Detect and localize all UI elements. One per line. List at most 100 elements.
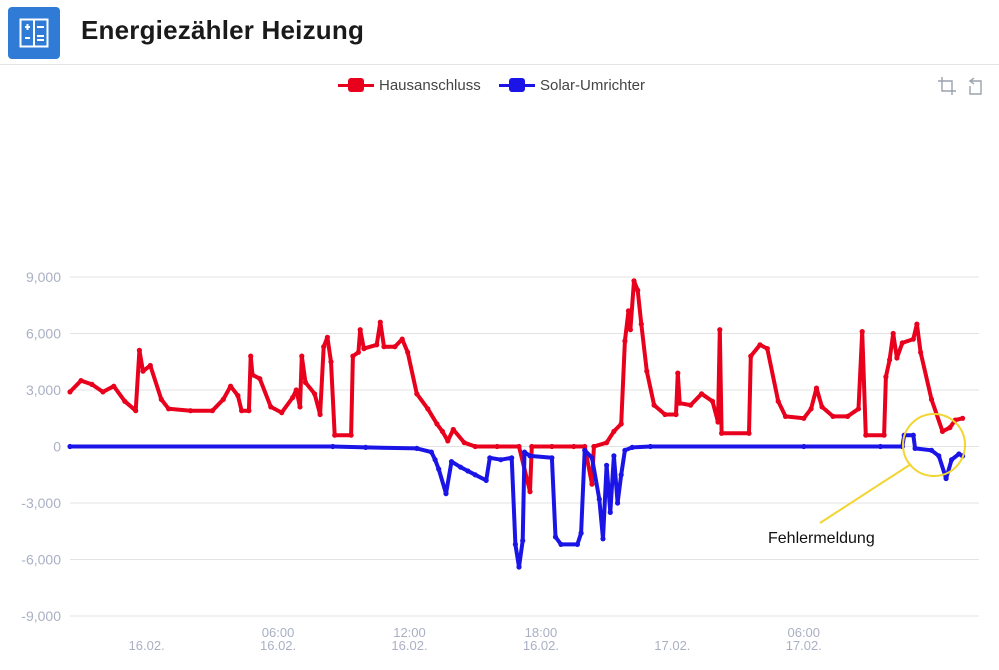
data-point[interactable] [709,398,716,404]
data-point[interactable] [472,472,478,478]
data-point[interactable] [158,396,164,402]
data-point[interactable] [448,459,455,465]
calculator-icon[interactable] [8,7,60,59]
data-point[interactable] [912,445,918,451]
data-point[interactable] [355,349,361,355]
data-point[interactable] [855,406,862,412]
data-point[interactable] [651,402,657,408]
data-point[interactable] [67,389,73,395]
data-point[interactable] [445,438,451,444]
data-point[interactable] [600,536,606,542]
data-point[interactable] [883,374,889,380]
data-point[interactable] [136,347,142,353]
data-point[interactable] [808,406,814,412]
data-point[interactable] [887,357,893,363]
data-point[interactable] [943,475,949,482]
data-point[interactable] [928,447,935,453]
data-point[interactable] [910,432,916,438]
data-point[interactable] [332,432,338,438]
data-point[interactable] [715,419,721,425]
data-point[interactable] [293,387,299,393]
data-point[interactable] [166,406,172,412]
data-point[interactable] [894,355,900,361]
data-point[interactable] [638,321,644,327]
data-point[interactable] [317,411,323,418]
data-point[interactable] [363,444,369,450]
data-point[interactable] [302,379,309,386]
data-point[interactable] [782,413,789,419]
data-point[interactable] [405,349,411,355]
data-point[interactable] [662,411,668,418]
data-point[interactable] [647,443,654,450]
data-point[interactable] [290,394,296,401]
data-point[interactable] [607,509,613,515]
data-point[interactable] [604,440,610,446]
data-point[interactable] [494,443,500,450]
data-point[interactable] [450,426,456,433]
data-point[interactable] [374,342,380,348]
data-point[interactable] [936,453,942,459]
data-point[interactable] [239,408,245,414]
zoom-select-icon[interactable] [937,76,957,96]
data-point[interactable] [111,383,117,389]
data-point[interactable] [377,319,383,325]
data-point[interactable] [246,408,252,414]
legend-item-solar-umrichter[interactable]: Solar-Umrichter [499,74,645,96]
data-point[interactable] [122,398,128,404]
data-point[interactable] [801,415,807,421]
data-point[interactable] [428,449,434,455]
data-point[interactable] [677,400,683,406]
data-point[interactable] [392,344,398,350]
data-point[interactable] [465,468,471,474]
data-point[interactable] [549,443,555,450]
data-point[interactable] [928,396,935,402]
data-point[interactable] [939,428,946,434]
data-point[interactable] [414,391,420,397]
data-point[interactable] [618,421,624,427]
data-point[interactable] [863,432,869,438]
data-point[interactable] [625,308,632,314]
data-point[interactable] [549,455,555,461]
data-point[interactable] [439,428,445,434]
data-point[interactable] [578,530,584,536]
data-point[interactable] [819,404,825,410]
data-point[interactable] [717,327,723,333]
data-point[interactable] [830,413,836,419]
data-point[interactable] [483,477,489,483]
data-point[interactable] [746,430,752,436]
data-point[interactable] [582,443,588,450]
data-point[interactable] [719,430,725,436]
data-point[interactable] [627,327,634,333]
data-point[interactable] [764,346,770,352]
data-point[interactable] [910,336,916,342]
data-point[interactable] [328,359,334,365]
data-point[interactable] [249,372,256,378]
data-point[interactable] [297,404,303,410]
data-point[interactable] [516,564,522,570]
data-point[interactable] [235,393,241,399]
data-point[interactable] [757,342,763,348]
data-point[interactable] [78,378,84,384]
data-point[interactable] [949,457,955,463]
data-point[interactable] [350,353,356,359]
data-point[interactable] [589,481,595,487]
data-point[interactable] [622,338,628,344]
data-point[interactable] [321,344,327,350]
data-point[interactable] [257,376,263,382]
data-point[interactable] [877,443,884,450]
data-point[interactable] [914,321,920,327]
data-point[interactable] [425,406,431,412]
data-point[interactable] [574,541,581,547]
data-point[interactable] [618,472,624,478]
data-point[interactable] [611,428,617,434]
data-point[interactable] [675,370,681,376]
data-point[interactable] [596,496,602,502]
data-point[interactable] [622,447,628,453]
data-point[interactable] [228,383,234,389]
data-point[interactable] [487,455,493,461]
data-point[interactable] [279,410,285,416]
data-point[interactable] [100,389,106,395]
data-point[interactable] [498,457,504,463]
data-point[interactable] [187,408,194,414]
data-point[interactable] [631,278,637,284]
